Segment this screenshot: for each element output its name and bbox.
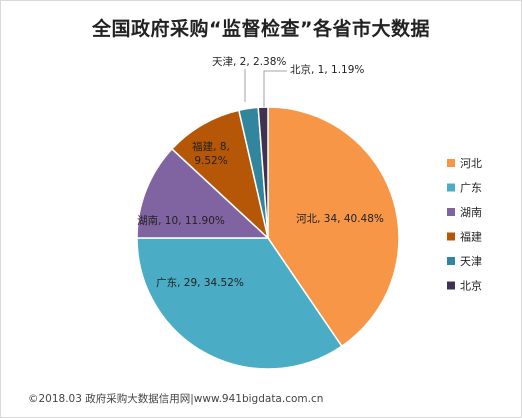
legend-swatch-0: [447, 159, 455, 167]
legend-swatch-3: [447, 232, 455, 241]
legend-label-4: 天津: [460, 255, 482, 268]
pie-slice-2: [136, 147, 270, 239]
slice-labels: 河北, 34, 40.48% 广东, 29, 34.52% 湖南, 10, 11.9…: [137, 56, 384, 289]
legend-swatch-2: [447, 208, 455, 216]
legend-label-0: 河北: [460, 157, 482, 170]
legend-label-2: 湖南: [460, 206, 482, 219]
footer-credit: ©2018.03 政府采购大数据信用网|www.941bigdata.com.c…: [28, 393, 324, 405]
legend-swatch-5: [447, 281, 455, 290]
pie-slice-5: [257, 106, 269, 239]
legend-swatch-1: [447, 183, 455, 192]
legend-swatch-4: [447, 257, 455, 265]
pie-slice-0: [267, 106, 400, 348]
legend-label-5: 北京: [460, 279, 482, 293]
slice-label-4: 天津, 2, 2.38%: [212, 56, 286, 68]
chart-title: 全国政府采购“监督检查”各省市大数据: [92, 18, 430, 40]
pie-slice-3: [170, 109, 270, 241]
pie-slice-1: [136, 237, 343, 370]
leader-line-5: [263, 70, 287, 107]
slice-label-5: 北京, 1, 1.19%: [290, 63, 364, 76]
pie-slices: [136, 106, 400, 370]
label-leader-lines: [244, 69, 287, 107]
slice-label-1: 广东, 29, 34.52%: [156, 276, 244, 289]
legend-label-1: 广东: [460, 182, 482, 195]
slice-label-3: 福建, 8, 9.52%: [192, 140, 230, 167]
slice-label-2: 湖南, 10, 11.90%: [137, 214, 225, 227]
legend-label-3: 福建: [460, 230, 482, 244]
slice-label-0: 河北, 34, 40.48%: [296, 213, 384, 225]
